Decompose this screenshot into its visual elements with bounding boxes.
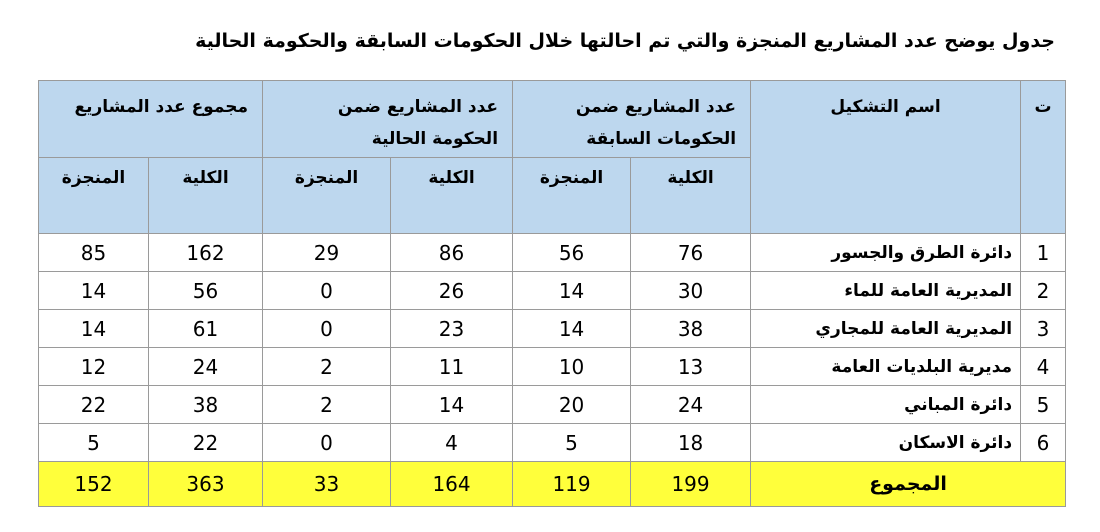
name-header: اسم التشكيل: [750, 80, 1022, 234]
total-cell: 152: [37, 461, 150, 507]
name-cell: دائرة الاسكان: [750, 423, 1022, 462]
table-body: 1 دائرة الطرق والجسور 76 56 86 29 162 85 2 المدير…: [37, 233, 1067, 507]
total-cell: 164: [390, 461, 514, 507]
data-row: 5 دائرة المباني 24 20 14 2 38 22: [37, 385, 1067, 424]
value-cell: 5: [37, 423, 150, 462]
value-cell: 38: [148, 385, 264, 424]
data-row: 4 مديرية البلديات العامة 13 10 11 2 24 12: [37, 347, 1067, 386]
value-cell: 5: [512, 423, 632, 462]
data-row: 2 المديرية العامة للماء 30 14 26 0 56 14: [37, 271, 1067, 310]
value-cell: 162: [148, 233, 264, 272]
data-row: 1 دائرة الطرق والجسور 76 56 86 29 162 85: [37, 233, 1067, 272]
data-row: 6 دائرة الاسكان 18 5 4 0 22 5: [37, 423, 1067, 462]
index-cell: 5: [1020, 385, 1067, 424]
total-cell: 363: [148, 461, 264, 507]
value-cell: 18: [630, 423, 752, 462]
value-cell: 56: [148, 271, 264, 310]
name-cell: مديرية البلديات العامة: [750, 347, 1022, 386]
sub-header: المنجزة: [37, 157, 150, 234]
index-cell: 6: [1020, 423, 1067, 462]
name-cell: المديرية العامة للماء: [750, 271, 1022, 310]
value-cell: 22: [37, 385, 150, 424]
group-header: عدد المشاريع ضمن الحكومات السابقة: [512, 80, 752, 158]
sub-header: المنجزة: [512, 157, 632, 234]
value-cell: 14: [37, 271, 150, 310]
value-cell: 14: [512, 271, 632, 310]
value-cell: 2: [262, 385, 392, 424]
name-cell: المديرية العامة للمجاري: [750, 309, 1022, 348]
sub-header: الكلية: [390, 157, 514, 234]
value-cell: 20: [512, 385, 632, 424]
index-cell: 2: [1020, 271, 1067, 310]
value-cell: 11: [390, 347, 514, 386]
value-cell: 24: [148, 347, 264, 386]
value-cell: 12: [37, 347, 150, 386]
value-cell: 4: [390, 423, 514, 462]
value-cell: 23: [390, 309, 514, 348]
sub-header: الكلية: [148, 157, 264, 234]
value-cell: 13: [630, 347, 752, 386]
value-cell: 76: [630, 233, 752, 272]
value-cell: 38: [630, 309, 752, 348]
sub-header: الكلية: [630, 157, 752, 234]
header-row: ت اسم التشكيل عدد المشاريع ضمن الحكومات ال…: [37, 80, 1067, 234]
total-cell: 199: [630, 461, 752, 507]
value-cell: 29: [262, 233, 392, 272]
group-header: مجموع عدد المشاريع: [37, 80, 264, 158]
value-cell: 0: [262, 309, 392, 348]
value-cell: 24: [630, 385, 752, 424]
subheader-row: الكلية المنجزة الكلية المنجزة الكلية المنجزة: [37, 157, 1066, 234]
value-cell: 0: [262, 271, 392, 310]
value-cell: 22: [148, 423, 264, 462]
value-cell: 56: [512, 233, 632, 272]
projects-table: ت اسم التشكيل عدد المشاريع ضمن الحكومات ال…: [37, 80, 1067, 507]
value-cell: 26: [390, 271, 514, 310]
index-header: ت: [1020, 80, 1067, 234]
total-cell: 119: [512, 461, 632, 507]
value-cell: 85: [37, 233, 150, 272]
value-cell: 14: [512, 309, 632, 348]
index-cell: 4: [1020, 347, 1067, 386]
value-cell: 2: [262, 347, 392, 386]
total-cell: 33: [262, 461, 392, 507]
value-cell: 10: [512, 347, 632, 386]
index-cell: 1: [1020, 233, 1067, 272]
value-cell: 14: [390, 385, 514, 424]
value-cell: 0: [262, 423, 392, 462]
value-cell: 30: [630, 271, 752, 310]
value-cell: 86: [390, 233, 514, 272]
group-header: عدد المشاريع ضمن الحكومة الحالية: [262, 80, 514, 158]
total-row: المجموع 199 119 164 33 363 152: [37, 461, 1067, 507]
data-row: 3 المديرية العامة للمجاري 38 14 23 0 61 14: [37, 309, 1067, 348]
name-cell: دائرة المباني: [750, 385, 1022, 424]
value-cell: 14: [37, 309, 150, 348]
table-title: جدول يوضح عدد المشاريع المنجزة والتي تم …: [195, 30, 1055, 52]
table-head: ت اسم التشكيل عدد المشاريع ضمن الحكومات ال…: [37, 80, 1067, 234]
name-cell: دائرة الطرق والجسور: [750, 233, 1022, 272]
value-cell: 61: [148, 309, 264, 348]
total-label: المجموع: [750, 461, 1067, 507]
index-cell: 3: [1020, 309, 1067, 348]
sub-header: المنجزة: [262, 157, 392, 234]
